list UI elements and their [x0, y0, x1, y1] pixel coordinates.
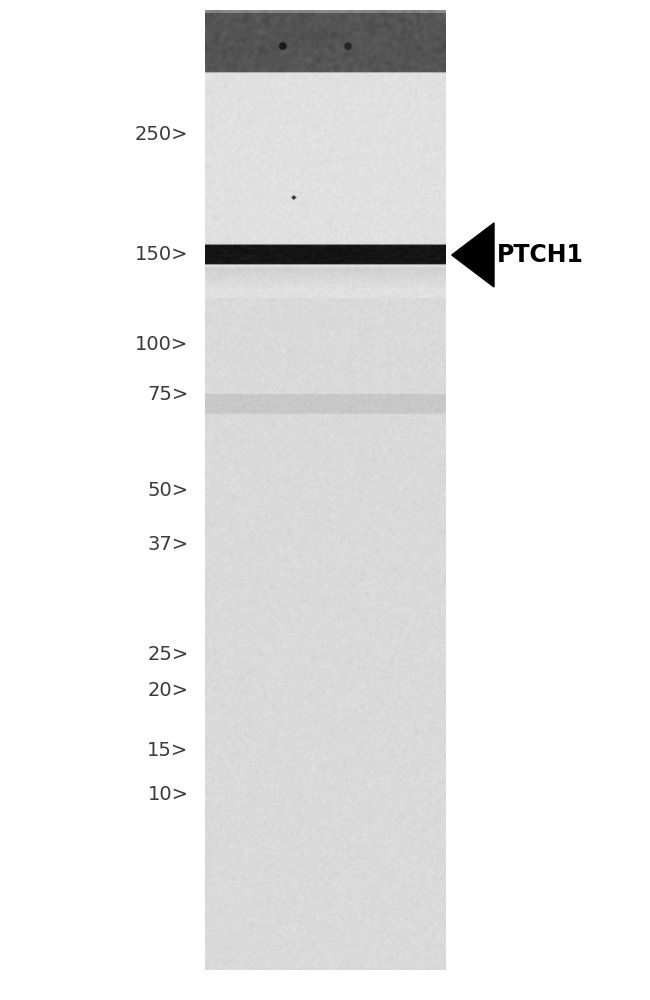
Polygon shape [452, 223, 494, 287]
Text: 25>: 25> [148, 646, 188, 664]
Text: 50>: 50> [148, 481, 188, 499]
Text: 250>: 250> [135, 125, 188, 144]
Text: 100>: 100> [135, 336, 188, 355]
Text: 75>: 75> [148, 385, 188, 404]
Text: 20>: 20> [148, 680, 188, 700]
Text: 37>: 37> [148, 536, 188, 554]
Text: PTCH1: PTCH1 [497, 243, 584, 267]
Text: 150>: 150> [135, 245, 188, 264]
Text: 10>: 10> [148, 786, 188, 804]
Text: 15>: 15> [148, 740, 188, 760]
